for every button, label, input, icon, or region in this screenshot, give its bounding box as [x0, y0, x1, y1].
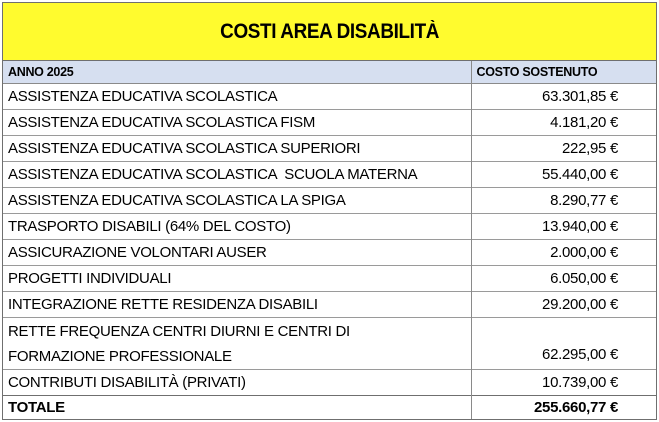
row-amount: 10.739,00 €: [471, 368, 656, 395]
row-label: ASSISTENZA EDUCATIVA SCOLASTICA FISM: [3, 108, 472, 135]
table-row: TRASPORTO DISABILI (64% DEL COSTO) 13.94…: [3, 212, 656, 239]
table-row: PROGETTI INDIVIDUALI 6.050,00 €: [3, 264, 656, 291]
total-label: TOTALE: [3, 394, 472, 419]
row-amount: 63.301,85 €: [471, 82, 656, 109]
header-row: ANNO 2025 COSTO SOSTENUTO: [3, 61, 656, 84]
sheet-title: COSTI AREA DISABILITÀ: [220, 19, 439, 43]
table-row: ASSISTENZA EDUCATIVA SCOLASTICA SUPERIOR…: [3, 134, 656, 161]
row-label: ASSISTENZA EDUCATIVA SCOLASTICA SCUOLA M…: [3, 160, 472, 187]
table-row: ASSISTENZA EDUCATIVA SCOLASTICA 63.301,8…: [3, 82, 656, 109]
row-amount: 2.000,00 €: [471, 238, 656, 265]
table-row: RETTE FREQUENZA CENTRI DIURNI E CENTRI D…: [3, 316, 656, 369]
row-amount: 55.440,00 €: [471, 160, 656, 187]
row-amount: 6.050,00 €: [471, 264, 656, 291]
row-label: ASSISTENZA EDUCATIVA SCOLASTICA: [3, 82, 472, 109]
row-amount: 8.290,77 €: [471, 186, 656, 213]
row-label: CONTRIBUTI DISABILITÀ (PRIVATI): [3, 368, 472, 395]
row-label: INTEGRAZIONE RETTE RESIDENZA DISABILI: [3, 290, 472, 317]
column-header-year: ANNO 2025: [3, 61, 472, 84]
row-label: TRASPORTO DISABILI (64% DEL COSTO): [3, 212, 472, 239]
row-label: PROGETTI INDIVIDUALI: [3, 264, 472, 291]
row-amount: 29.200,00 €: [471, 290, 656, 317]
row-amount: 13.940,00 €: [471, 212, 656, 239]
table-row: ASSISTENZA EDUCATIVA SCOLASTICA LA SPIGA…: [3, 186, 656, 213]
table-row: INTEGRAZIONE RETTE RESIDENZA DISABILI 29…: [3, 290, 656, 317]
row-label: ASSISTENZA EDUCATIVA SCOLASTICA SUPERIOR…: [3, 134, 472, 161]
table-row: ASSICURAZIONE VOLONTARI AUSER 2.000,00 €: [3, 238, 656, 265]
row-label: RETTE FREQUENZA CENTRI DIURNI E CENTRI D…: [3, 316, 472, 369]
row-amount: 4.181,20 €: [471, 108, 656, 135]
row-amount: 222,95 €: [471, 134, 656, 161]
table-row: ASSISTENZA EDUCATIVA SCOLASTICA SCUOLA M…: [3, 160, 656, 187]
column-header-cost: COSTO SOSTENUTO: [471, 61, 656, 84]
row-label: ASSICURAZIONE VOLONTARI AUSER: [3, 238, 472, 265]
row-amount: 62.295,00 €: [471, 316, 656, 369]
table-row: ASSISTENZA EDUCATIVA SCOLASTICA FISM 4.1…: [3, 108, 656, 135]
row-label: ASSISTENZA EDUCATIVA SCOLASTICA LA SPIGA: [3, 186, 472, 213]
total-row: TOTALE 255.660,77 €: [3, 394, 656, 419]
total-amount: 255.660,77 €: [471, 394, 656, 419]
title-band: COSTI AREA DISABILITÀ: [3, 3, 656, 61]
cost-table: ANNO 2025 COSTO SOSTENUTO ASSISTENZA EDU…: [3, 61, 656, 419]
table-row: CONTRIBUTI DISABILITÀ (PRIVATI) 10.739,0…: [3, 368, 656, 395]
